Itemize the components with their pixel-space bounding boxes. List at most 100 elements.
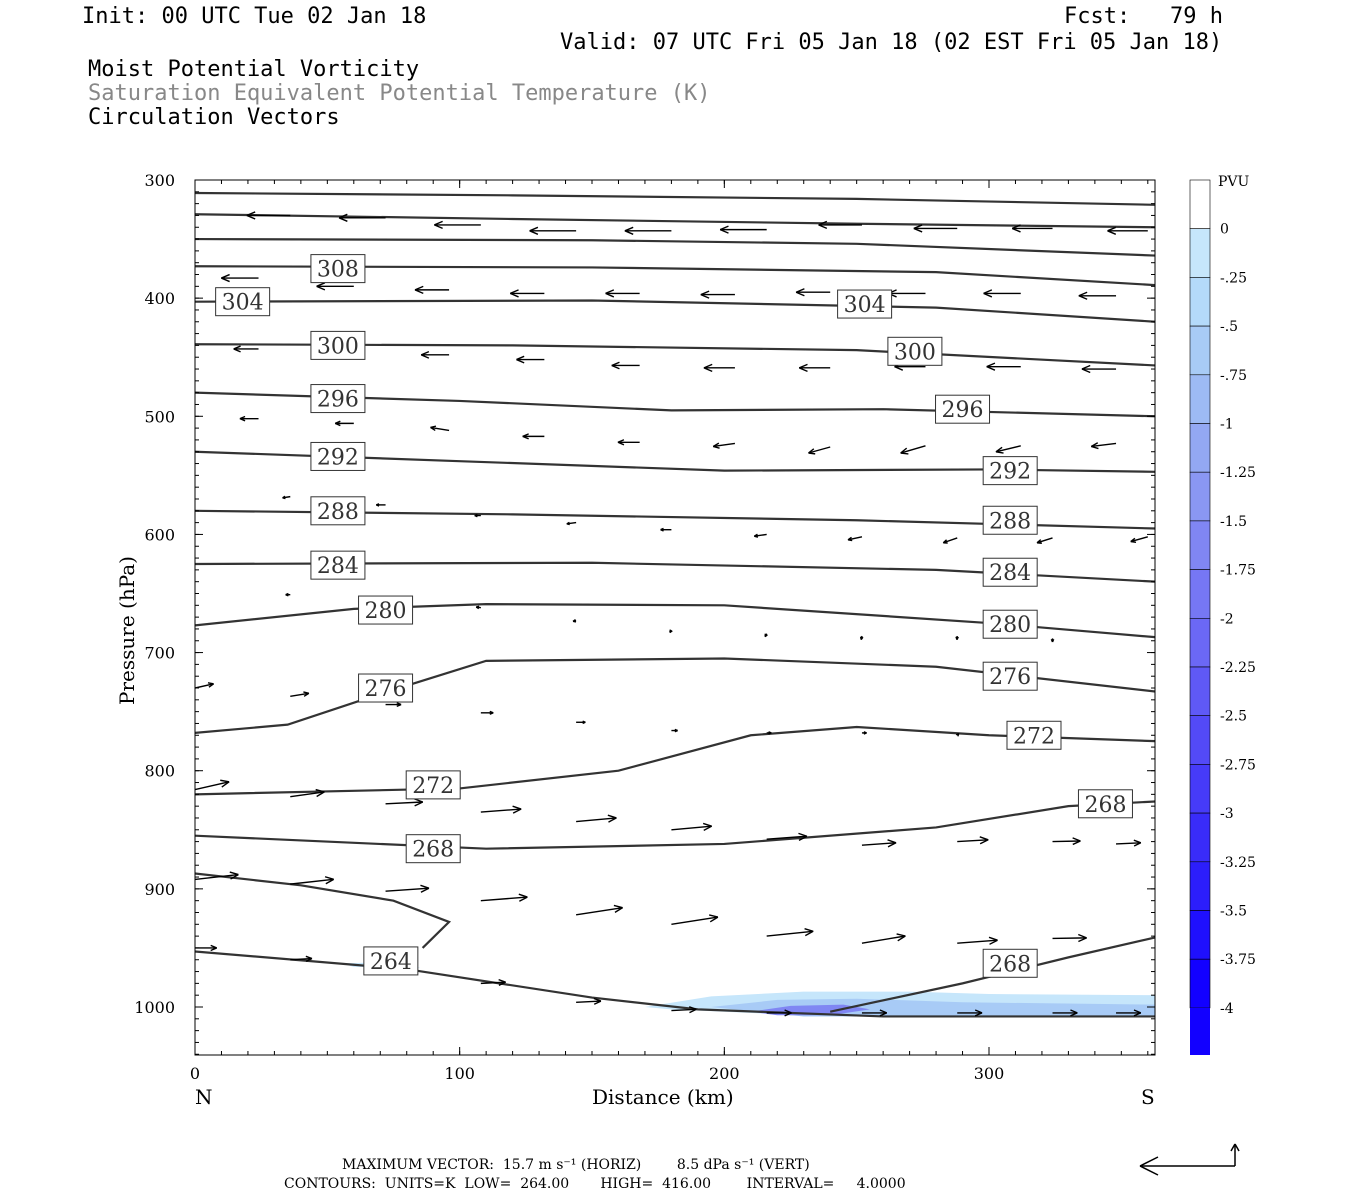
colorbar-swatch bbox=[1189, 471, 1211, 522]
circulation-vector bbox=[522, 433, 545, 440]
theta-es-contour bbox=[195, 800, 1155, 850]
colorbar-label: -2.25 bbox=[1220, 660, 1256, 676]
colorbar-swatch bbox=[1189, 374, 1211, 424]
contour-label: 296 bbox=[935, 394, 991, 424]
circulation-vector bbox=[808, 446, 831, 455]
svg-text:296: 296 bbox=[942, 398, 984, 423]
circulation-vector bbox=[480, 710, 494, 715]
colorbar-swatch bbox=[1189, 228, 1211, 278]
theta-es-contour bbox=[195, 299, 1155, 323]
colorbar-label: -4 bbox=[1220, 1001, 1234, 1017]
circulation-vector bbox=[818, 220, 862, 230]
south-label: S bbox=[1141, 1085, 1155, 1109]
contour-label: 264 bbox=[363, 946, 419, 976]
circulation-vector bbox=[847, 536, 863, 542]
colorbar-label: -3 bbox=[1220, 806, 1234, 822]
circulation-vector bbox=[239, 415, 259, 422]
contour-label: 276 bbox=[358, 673, 414, 703]
contour-label: 296 bbox=[310, 384, 366, 414]
colorbar-label: -.5 bbox=[1220, 319, 1238, 335]
colorbar-label: 0 bbox=[1220, 222, 1229, 238]
x-axis-label: Distance (km) bbox=[592, 1085, 734, 1109]
forecast-hour: Fcst: 79 h bbox=[1064, 4, 1223, 29]
circulation-vector bbox=[700, 290, 735, 299]
circulation-vector bbox=[861, 839, 897, 848]
circulation-vector bbox=[1116, 1009, 1142, 1017]
colorbar-swatch bbox=[1189, 764, 1211, 814]
contour-label: 288 bbox=[310, 496, 366, 526]
circulation-vector bbox=[957, 936, 998, 945]
circulation-vector bbox=[671, 728, 678, 733]
circulation-vector bbox=[576, 814, 617, 823]
colorbar-swatch bbox=[1189, 910, 1211, 960]
theta-es-contour bbox=[195, 450, 1155, 473]
circulation-vector bbox=[290, 955, 313, 963]
circulation-vector bbox=[1090, 442, 1117, 450]
svg-text:296: 296 bbox=[317, 388, 359, 413]
circulation-vector bbox=[576, 997, 602, 1005]
field-title-pv: Moist Potential Vorticity bbox=[88, 57, 420, 82]
circulation-vector bbox=[480, 978, 506, 987]
circulation-vector bbox=[474, 513, 481, 518]
y-tick-label: 600 bbox=[144, 525, 175, 544]
circulation-vector bbox=[617, 439, 640, 446]
circulation-vector bbox=[509, 289, 545, 298]
colorbar-label: -1 bbox=[1220, 417, 1234, 433]
svg-text:308: 308 bbox=[317, 258, 359, 283]
circulation-vector bbox=[566, 521, 577, 526]
svg-text:300: 300 bbox=[317, 334, 359, 359]
circulation-vector bbox=[233, 345, 259, 353]
svg-text:276: 276 bbox=[989, 665, 1031, 690]
contour-label: 284 bbox=[982, 557, 1038, 587]
reference-vector-icon bbox=[1139, 1143, 1240, 1176]
y-tick-label: 1000 bbox=[134, 998, 175, 1017]
colorbar-swatch bbox=[1190, 1007, 1210, 1055]
contour-label: 268 bbox=[405, 834, 461, 864]
contour-label: 308 bbox=[310, 254, 366, 284]
theta-es-contour bbox=[195, 872, 452, 949]
circulation-vector bbox=[290, 876, 335, 885]
contour-info-note: CONTOURS: UNITS=K LOW= 264.00 HIGH= 416.… bbox=[284, 1176, 906, 1192]
circulation-vector bbox=[671, 914, 719, 925]
circulation-vector bbox=[900, 445, 926, 455]
circulation-vector bbox=[434, 220, 481, 230]
circulation-vector bbox=[753, 533, 767, 538]
contour-label: 272 bbox=[405, 770, 461, 800]
x-tick-label: 0 bbox=[190, 1064, 200, 1083]
svg-text:280: 280 bbox=[365, 599, 407, 624]
circulation-vector bbox=[1011, 224, 1053, 233]
circulation-vector bbox=[1036, 537, 1053, 544]
svg-text:264: 264 bbox=[370, 950, 412, 975]
contour-label: 304 bbox=[215, 287, 271, 317]
colorbar-label: -1.25 bbox=[1220, 465, 1256, 481]
circulation-vector bbox=[1081, 364, 1117, 374]
circulation-vector bbox=[624, 226, 672, 235]
circulation-vector bbox=[957, 1009, 983, 1017]
colorbar-swatch bbox=[1189, 277, 1211, 327]
contour-label: 304 bbox=[837, 289, 893, 319]
valid-time: Valid: 07 UTC Fri 05 Jan 18 (02 EST Fri … bbox=[560, 30, 1223, 55]
circulation-vector bbox=[375, 503, 386, 507]
circulation-vector bbox=[480, 805, 522, 814]
circulation-vector bbox=[316, 282, 354, 291]
svg-text:268: 268 bbox=[1084, 793, 1126, 818]
svg-text:288: 288 bbox=[989, 509, 1031, 534]
circulation-vector bbox=[1052, 933, 1087, 943]
circulation-vector bbox=[246, 211, 291, 220]
circulation-vector bbox=[766, 1009, 792, 1017]
circulation-vector bbox=[385, 798, 424, 807]
colorbar-swatch bbox=[1189, 325, 1211, 376]
circulation-vector bbox=[576, 904, 623, 916]
contour-label: 280 bbox=[358, 595, 414, 625]
circulation-vector bbox=[572, 619, 577, 623]
contour-label: 268 bbox=[982, 948, 1038, 978]
circulation-vector bbox=[1130, 536, 1148, 543]
svg-text:280: 280 bbox=[989, 613, 1031, 638]
circulation-vector bbox=[861, 1009, 888, 1017]
contour-label: 292 bbox=[982, 456, 1038, 486]
circulation-vector bbox=[1107, 226, 1148, 235]
circulation-vector bbox=[660, 527, 672, 532]
colorbar-swatch bbox=[1189, 179, 1211, 230]
circulation-vector bbox=[861, 933, 906, 944]
circulation-vector bbox=[605, 289, 640, 298]
